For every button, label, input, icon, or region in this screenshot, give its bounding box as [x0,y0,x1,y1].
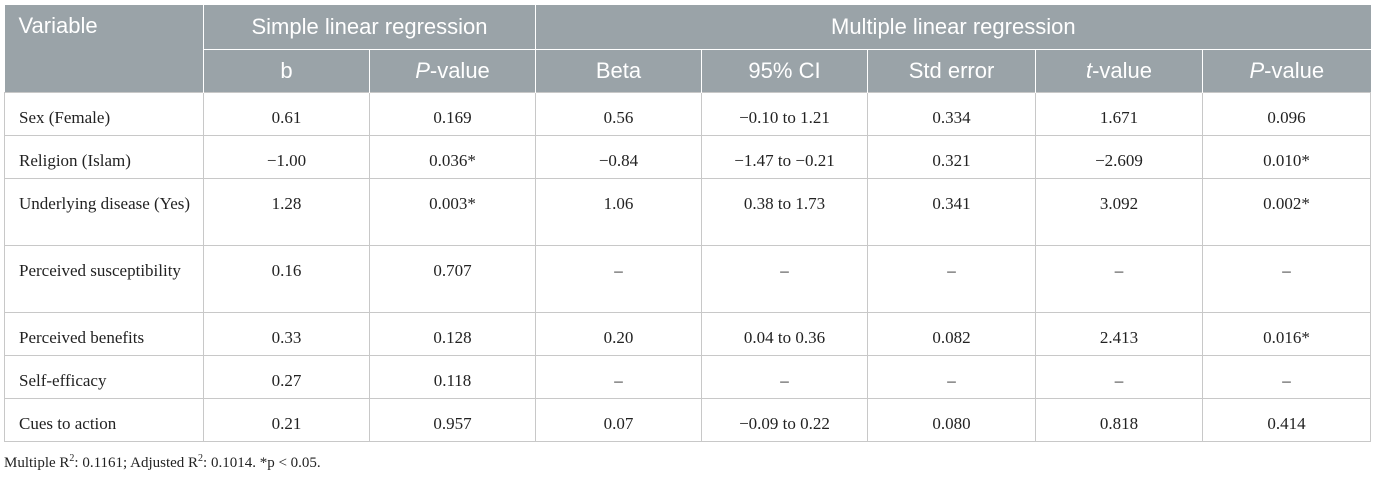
header-beta: Beta [535,49,702,93]
header-ci: 95% CI [701,49,868,93]
table-row: Religion (Islam) −1.00 0.036* −0.84 −1.4… [4,135,1372,179]
se-cell: 0.082 [867,312,1036,356]
b-cell: 0.33 [203,312,370,356]
regression-table: Variable Simple linear regression Multip… [4,5,1372,442]
table-row: Cues to action 0.21 0.957 0.07 −0.09 to … [4,398,1372,442]
se-cell: 0.321 [867,135,1036,179]
regression-table-container: Variable Simple linear regression Multip… [4,5,1372,442]
beta-cell: 1.06 [535,178,702,246]
ci-cell: – [701,245,868,313]
p-multi-cell: 0.010* [1201,135,1372,179]
variable-cell: Self-efficacy [4,355,204,399]
beta-cell: 0.07 [535,398,702,442]
se-cell: – [867,245,1036,313]
table-footnote: Multiple R2: 0.1161; Adjusted R2: 0.1014… [4,453,321,472]
t-cell: 0.818 [1035,398,1203,442]
ci-cell: −0.10 to 1.21 [701,92,868,136]
ci-cell: 0.38 to 1.73 [701,178,868,246]
t-cell: – [1035,245,1203,313]
variable-cell: Cues to action [4,398,204,442]
p-multi-cell: 0.414 [1201,398,1372,442]
header-b: b [203,49,370,93]
p-multi-cell: 0.096 [1201,92,1372,136]
header-t-value: t-value [1035,49,1203,93]
t-cell: 1.671 [1035,92,1203,136]
p-simple-cell: 0.036* [369,135,536,179]
variable-cell: Religion (Islam) [4,135,204,179]
ci-cell: – [701,355,868,399]
header-p-value-multiple: P-value [1202,49,1371,93]
t-cell: – [1035,355,1203,399]
header-multiple-regression: Multiple linear regression [535,5,1371,50]
beta-cell: – [535,245,702,313]
p-multi-cell: – [1201,355,1372,399]
table-row: Self-efficacy 0.27 0.118 – – – – – [4,355,1372,399]
table-row: Perceived benefits 0.33 0.128 0.20 0.04 … [4,312,1372,356]
p-simple-cell: 0.003* [369,178,536,246]
table-row: Perceived susceptibility 0.16 0.707 – – … [4,245,1372,313]
b-cell: 0.16 [203,245,370,313]
header-p-value-simple: P-value [369,49,536,93]
p-multi-cell: 0.016* [1201,312,1372,356]
p-simple-cell: 0.118 [369,355,536,399]
table-row: Sex (Female) 0.61 0.169 0.56 −0.10 to 1.… [4,92,1372,136]
beta-cell: – [535,355,702,399]
beta-cell: 0.56 [535,92,702,136]
b-cell: 1.28 [203,178,370,246]
beta-cell: 0.20 [535,312,702,356]
se-cell: 0.334 [867,92,1036,136]
se-cell: 0.080 [867,398,1036,442]
header-simple-regression: Simple linear regression [203,5,536,50]
table-row: Underlying disease (Yes) 1.28 0.003* 1.0… [4,178,1372,246]
b-cell: 0.61 [203,92,370,136]
p-multi-cell: 0.002* [1201,178,1372,246]
variable-cell: Sex (Female) [4,92,204,136]
b-cell: 0.21 [203,398,370,442]
ci-cell: 0.04 to 0.36 [701,312,868,356]
ci-cell: −1.47 to −0.21 [701,135,868,179]
beta-cell: −0.84 [535,135,702,179]
p-simple-cell: 0.707 [369,245,536,313]
se-cell: 0.341 [867,178,1036,246]
se-cell: – [867,355,1036,399]
p-simple-cell: 0.957 [369,398,536,442]
t-cell: 2.413 [1035,312,1203,356]
table-body: Sex (Female) 0.61 0.169 0.56 −0.10 to 1.… [4,92,1372,442]
t-cell: 3.092 [1035,178,1203,246]
p-simple-cell: 0.128 [369,312,536,356]
header-variable: Variable [4,5,204,93]
t-cell: −2.609 [1035,135,1203,179]
b-cell: 0.27 [203,355,370,399]
p-multi-cell: – [1201,245,1372,313]
variable-cell: Underlying disease (Yes) [4,178,204,246]
p-simple-cell: 0.169 [369,92,536,136]
b-cell: −1.00 [203,135,370,179]
variable-cell: Perceived susceptibility [4,245,204,313]
ci-cell: −0.09 to 0.22 [701,398,868,442]
header-std-error: Std error [867,49,1036,93]
variable-cell: Perceived benefits [4,312,204,356]
